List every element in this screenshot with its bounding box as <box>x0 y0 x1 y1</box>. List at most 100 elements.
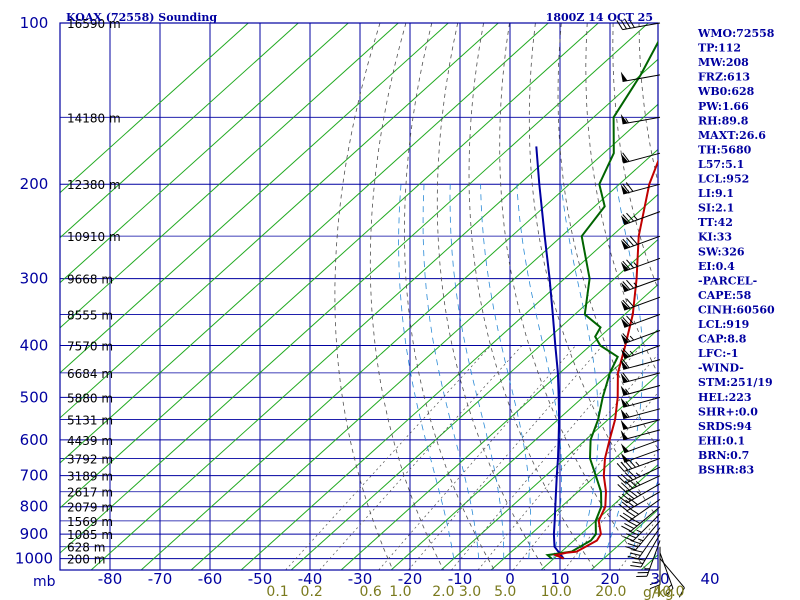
height-label: 10910 m <box>67 230 121 244</box>
isotherm--70 <box>140 103 658 570</box>
temp-tick-label-20: 20 <box>600 570 619 588</box>
dry-adiabat-400 <box>769 23 800 570</box>
mixing-ratio-line-1 <box>408 345 603 570</box>
pressure-tick-label-300: 300 <box>20 270 49 288</box>
isotherm--140 <box>60 23 399 329</box>
index-item: BSHR:83 <box>698 464 754 477</box>
wind-barb <box>620 330 661 344</box>
isotherm-lines <box>60 23 658 570</box>
mixing-ratio-label: 1.0 <box>389 584 411 600</box>
isotherm--100 <box>60 23 599 509</box>
height-label: 1085 m <box>67 528 113 542</box>
wind-barb <box>620 448 661 463</box>
mixing-ratio-label: 20.0 <box>595 584 626 600</box>
isotherm--120 <box>60 23 499 419</box>
wind-barb <box>620 358 661 370</box>
temp-tick-label--50: -50 <box>248 570 273 588</box>
pressure-tick-label-900: 900 <box>20 525 49 543</box>
height-label: 628 m <box>67 541 105 555</box>
wind-barb <box>619 498 661 522</box>
mixing-ratio-line-2 <box>451 345 642 570</box>
mixing-ratio-label: 40.0 <box>653 584 684 600</box>
moist-adiabat--10 <box>398 184 455 559</box>
height-label: 8555 m <box>67 308 113 322</box>
plot-frame <box>59 22 659 571</box>
moist-adiabat-10 <box>516 184 562 559</box>
temp-tick-label--80: -80 <box>98 570 123 588</box>
temp-tick-label--10: -10 <box>448 570 473 588</box>
height-label: 5880 m <box>67 391 113 405</box>
height-label: 200 m <box>67 553 105 567</box>
index-item: BRN:0.7 <box>698 449 749 462</box>
isotherm--80 <box>90 58 658 570</box>
index-item: EI:0.4 <box>698 260 735 273</box>
temp-tick-label-10: 10 <box>550 570 569 588</box>
mixing-ratio-lines <box>285 345 658 570</box>
isotherm--20 <box>390 328 658 570</box>
temp-tick-label--30: -30 <box>348 570 373 588</box>
mixing-ratio-line-3 <box>477 353 658 570</box>
height-label: 16590 m <box>67 17 121 31</box>
temp-tick-label--20: -20 <box>398 570 423 588</box>
moist-adiabat-0 <box>449 184 505 559</box>
plot-area <box>60 23 658 570</box>
dry-adiabat-300 <box>499 23 647 570</box>
index-item: LI:9.1 <box>698 187 734 200</box>
height-label: 3189 m <box>67 470 113 484</box>
wind-barb <box>623 513 661 542</box>
wind-barb <box>618 491 661 512</box>
index-item: TT:42 <box>698 216 733 229</box>
pressure-tick-label-200: 200 <box>20 175 49 193</box>
chart-time: 1800Z 14 OCT 25 <box>546 11 653 24</box>
pressure-unit-label: mb <box>33 574 56 590</box>
temp-tick-label-40: 40 <box>700 570 719 588</box>
temp-tick-label--60: -60 <box>198 570 223 588</box>
chart-title: KOAX (72558) Sounding <box>66 11 217 24</box>
wind-barb <box>620 372 661 384</box>
dry-adiabat-270 <box>403 23 495 570</box>
wind-barb <box>621 506 661 532</box>
index-item: TH:5680 <box>698 143 752 156</box>
pressure-tick-label-400: 400 <box>20 336 49 354</box>
isotherm--10 <box>440 373 658 570</box>
plot-border <box>59 22 659 571</box>
mixing-ratio-label: 2.0 <box>432 584 454 600</box>
temp-tick-label--40: -40 <box>298 570 323 588</box>
height-label: 5131 m <box>67 414 113 428</box>
wind-barb <box>649 546 661 590</box>
grid-background <box>60 23 658 570</box>
wind-barb <box>620 235 661 250</box>
index-item: LFC:-1 <box>698 347 739 360</box>
isotherm--60 <box>190 148 658 570</box>
height-label: 3792 m <box>67 452 113 466</box>
mixing-ratio-line-0.2 <box>319 345 523 570</box>
height-label: 2617 m <box>67 486 113 500</box>
wind-barb <box>620 257 661 272</box>
moist-adiabat-20 <box>603 184 644 559</box>
dry-adiabat-310 <box>528 23 658 520</box>
index-item: SI:2.1 <box>698 202 734 215</box>
isotherm--50 <box>240 193 658 570</box>
moist-adiabat-25 <box>628 479 658 559</box>
isotherm--170 <box>60 23 249 194</box>
mixing-ratio-label: 0.6 <box>360 584 382 600</box>
index-item: -PARCEL- <box>698 274 757 287</box>
height-label: 12380 m <box>67 178 121 192</box>
isotherm--90 <box>60 23 649 554</box>
height-label: 4439 m <box>67 434 113 448</box>
wind-barb <box>620 396 661 408</box>
index-item: MAXT:26.6 <box>698 129 766 142</box>
wind-barb <box>630 533 661 568</box>
mixing-ratio-line-0.1 <box>285 345 492 570</box>
pressure-tick-label-800: 800 <box>20 498 49 516</box>
index-item: KI:33 <box>698 231 732 244</box>
temp-tick-label-0: 0 <box>505 570 515 588</box>
wind-barb <box>620 385 661 396</box>
height-label: 2079 m <box>67 501 113 515</box>
index-item: WMO:72558 <box>697 27 775 40</box>
dry-adiabat-290 <box>468 23 597 570</box>
pressure-tick-label-700: 700 <box>20 467 49 485</box>
index-item: MW:208 <box>698 56 749 69</box>
mixing-ratio-label: 5.0 <box>494 584 516 600</box>
